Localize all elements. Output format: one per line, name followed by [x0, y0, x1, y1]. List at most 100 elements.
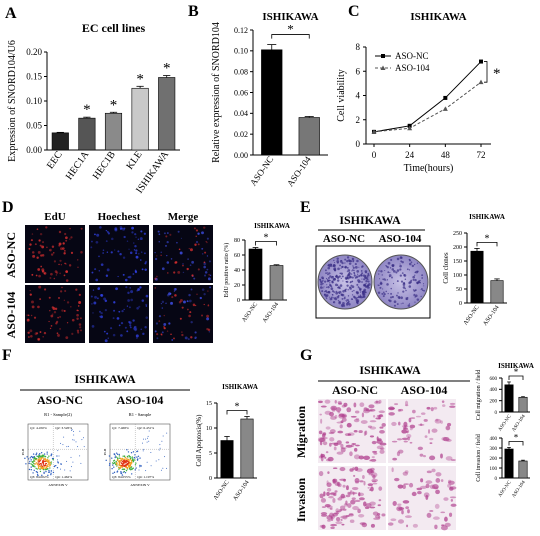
- stained-cell: [371, 480, 377, 483]
- cell-dot: [126, 330, 129, 333]
- colony-dot: [402, 286, 406, 289]
- colony-dot: [355, 291, 358, 294]
- colony-dot: [329, 284, 331, 287]
- stained-cell: [317, 437, 325, 443]
- cell-dot: [119, 252, 122, 256]
- y-tick-label: 60: [234, 253, 240, 259]
- event-dot: [46, 458, 48, 461]
- colony-dot: [402, 290, 405, 293]
- cell-dot: [80, 329, 82, 332]
- cell-dot: [117, 250, 120, 253]
- d-col-header-hoechest: Hoechest: [98, 211, 141, 223]
- event-dot: [134, 454, 136, 456]
- cell-dot: [53, 277, 56, 280]
- colony-dot: [356, 259, 359, 263]
- event-dot: [47, 474, 49, 477]
- event-dot: [115, 460, 117, 463]
- cell-dot: [79, 317, 82, 320]
- colony-dot: [356, 273, 359, 275]
- cell-dot: [107, 337, 109, 339]
- stained-cell: [367, 483, 374, 487]
- cell-dot: [94, 295, 97, 299]
- colony-dot: [367, 274, 370, 277]
- cell-dot: [187, 258, 189, 261]
- cell-dot: [186, 300, 189, 303]
- event-dot: [40, 464, 42, 467]
- event-dot: [72, 439, 74, 441]
- cell-dot: [36, 332, 39, 335]
- cell-dot: [95, 240, 99, 244]
- cell-dot: [167, 272, 169, 274]
- cell-dot: [41, 254, 45, 257]
- stained-cell: [341, 523, 345, 526]
- g-row-label-migration: Migration: [294, 406, 308, 458]
- event-dot: [111, 462, 114, 464]
- cell-dot: [65, 270, 68, 273]
- event-dot: [46, 451, 48, 453]
- stained-cell: [445, 456, 453, 461]
- stained-cell: [441, 524, 445, 527]
- cell-dot: [135, 334, 139, 338]
- colony-dot: [353, 296, 357, 299]
- y-axis-label: Cell migration / field: [475, 370, 482, 421]
- cell-dot: [168, 322, 171, 325]
- stained-cell: [326, 487, 332, 492]
- stained-cell: [394, 403, 399, 406]
- colony-dot: [363, 278, 366, 281]
- stained-cell: [336, 510, 341, 513]
- series-line: [373, 81, 482, 133]
- cell-dot: [125, 286, 128, 289]
- event-dot: [118, 460, 120, 462]
- event-dot: [39, 452, 41, 455]
- cell-dot: [77, 305, 80, 307]
- colony-dot: [348, 262, 352, 265]
- event-dot: [79, 430, 81, 432]
- colony-dot: [364, 275, 366, 277]
- chart-title: ISHIKAWA: [262, 11, 318, 23]
- cell-dot: [48, 320, 50, 323]
- event-dot: [130, 469, 132, 471]
- colony-dot: [399, 268, 402, 271]
- significance-bracket: [226, 410, 248, 415]
- colony-dot: [324, 290, 326, 293]
- colony-dot: [338, 293, 341, 295]
- cell-dot: [203, 293, 206, 296]
- event-dot: [115, 456, 118, 458]
- stained-cell: [397, 438, 403, 441]
- cell-dot: [156, 275, 158, 278]
- cell-dot: [201, 231, 204, 235]
- stained-cell: [363, 455, 371, 460]
- event-dot: [47, 467, 49, 470]
- y-tick-label: 6: [356, 66, 361, 76]
- cell-dot: [195, 240, 199, 244]
- stained-cell: [352, 442, 357, 445]
- cell-dot: [171, 339, 174, 341]
- colony-dot: [347, 275, 349, 277]
- event-dot: [27, 458, 30, 460]
- colony-dot: [345, 299, 347, 302]
- colony-dot: [331, 275, 334, 279]
- colony-dot: [337, 286, 341, 289]
- colony-dot: [327, 263, 331, 267]
- d-col-header-merge: Merge: [168, 211, 199, 223]
- cell-dot: [78, 293, 81, 296]
- stained-cell: [431, 468, 436, 473]
- cell-dot: [106, 251, 109, 253]
- bar: [131, 87, 149, 151]
- colony-dot: [382, 295, 385, 298]
- x-tick-label: 0: [372, 150, 377, 160]
- stained-cell: [328, 431, 335, 435]
- e-col-header-aso-nc: ASO-NC: [323, 233, 365, 245]
- cell-dot: [184, 336, 188, 340]
- stained-cell: [354, 410, 360, 414]
- event-dot: [40, 458, 42, 460]
- significance-star: *: [287, 22, 294, 37]
- flow-plot-frame: [27, 423, 89, 481]
- cell-dot: [208, 260, 211, 263]
- colony-dot: [353, 289, 355, 292]
- event-dot: [129, 463, 132, 465]
- cell-dot: [106, 231, 109, 233]
- stained-cell: [429, 442, 433, 445]
- stained-cell: [363, 501, 367, 507]
- cell-dot: [156, 337, 159, 340]
